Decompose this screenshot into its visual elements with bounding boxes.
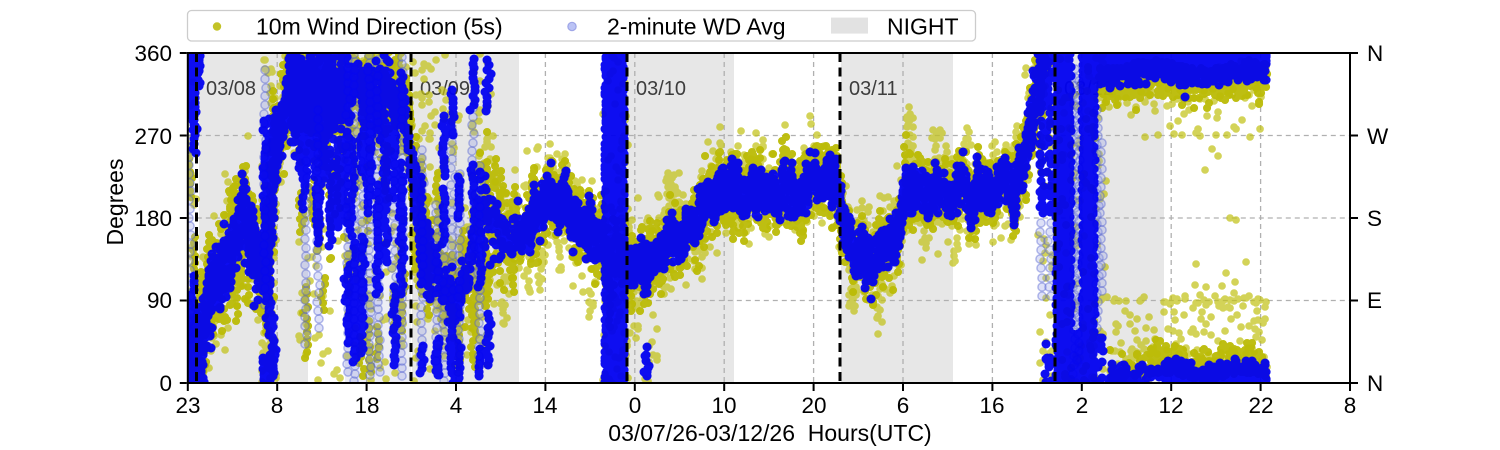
svg-text:03/10: 03/10 bbox=[636, 78, 686, 100]
svg-text:03/08: 03/08 bbox=[206, 78, 256, 100]
svg-text:90: 90 bbox=[147, 288, 172, 313]
svg-text:14: 14 bbox=[532, 393, 557, 418]
svg-text:10m Wind Direction (5s): 10m Wind Direction (5s) bbox=[256, 14, 503, 40]
svg-text:03/07/26-03/12/26 Hours(UTC): 03/07/26-03/12/26 Hours(UTC) bbox=[608, 420, 931, 446]
svg-text:18: 18 bbox=[354, 393, 379, 418]
svg-text:270: 270 bbox=[134, 124, 172, 149]
svg-text:N: N bbox=[1367, 41, 1383, 66]
svg-text:360: 360 bbox=[134, 41, 172, 66]
svg-text:6: 6 bbox=[897, 393, 910, 418]
svg-text:12: 12 bbox=[1158, 393, 1183, 418]
svg-text:16: 16 bbox=[979, 393, 1004, 418]
svg-text:20: 20 bbox=[801, 393, 826, 418]
svg-text:S: S bbox=[1367, 206, 1382, 231]
svg-text:NIGHT: NIGHT bbox=[887, 14, 959, 40]
svg-text:8: 8 bbox=[1344, 393, 1357, 418]
svg-text:W: W bbox=[1367, 124, 1389, 149]
svg-text:0: 0 bbox=[629, 393, 642, 418]
svg-text:2: 2 bbox=[1076, 393, 1089, 418]
svg-text:N: N bbox=[1367, 371, 1383, 396]
svg-text:180: 180 bbox=[134, 206, 172, 231]
svg-text:0: 0 bbox=[159, 371, 172, 396]
svg-text:23: 23 bbox=[175, 393, 200, 418]
svg-text:03/11: 03/11 bbox=[849, 78, 898, 100]
svg-text:10: 10 bbox=[711, 393, 736, 418]
svg-text:4: 4 bbox=[450, 393, 463, 418]
svg-text:8: 8 bbox=[271, 393, 284, 418]
svg-text:2-minute WD Avg: 2-minute WD Avg bbox=[607, 14, 786, 40]
svg-text:Degrees: Degrees bbox=[102, 159, 128, 246]
svg-text:22: 22 bbox=[1248, 393, 1273, 418]
svg-text:E: E bbox=[1367, 288, 1382, 313]
